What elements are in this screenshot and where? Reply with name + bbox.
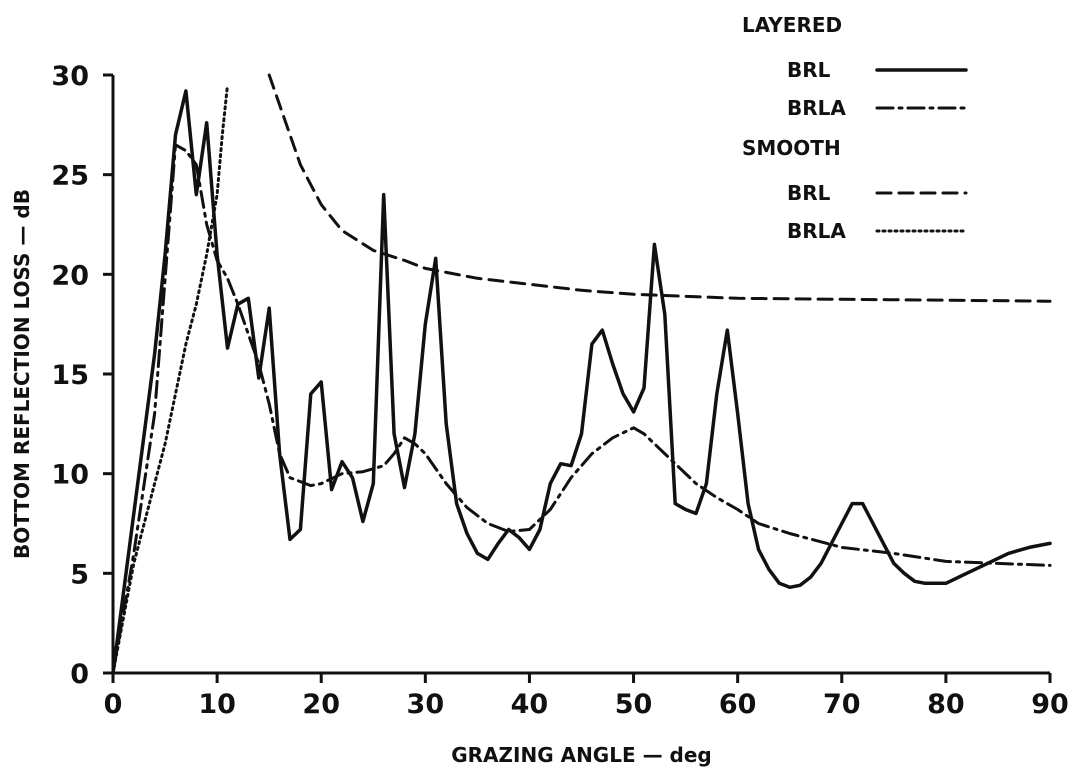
y-tick-label: 30 <box>51 61 89 92</box>
legend-entry-label: BRL <box>787 181 831 205</box>
y-tick-label: 0 <box>70 659 89 690</box>
x-tick-label: 30 <box>407 689 445 720</box>
y-tick-label: 20 <box>51 260 89 291</box>
y-tick-label: 15 <box>51 360 89 391</box>
x-tick-label: 20 <box>302 689 340 720</box>
x-tick-label: 10 <box>198 689 236 720</box>
x-axis-title: GRAZING ANGLE — deg <box>451 743 712 767</box>
layered-brl-line <box>111 89 1052 675</box>
chart-legend: LAYERED BRL BRLA SMOOTH BRL BRLA <box>742 13 968 243</box>
legend-entry-label: BRLA <box>787 219 846 243</box>
x-tick-label: 70 <box>823 689 861 720</box>
smooth-brla-line <box>111 83 229 675</box>
legend-entry-label: BRL <box>787 58 831 82</box>
y-axis-title: BOTTOM REFLECTION LOSS — dB <box>10 189 34 559</box>
x-tick-label: 0 <box>104 689 123 720</box>
series-layer <box>111 73 1052 675</box>
axis-ticks: 0 10 20 30 40 50 60 70 80 90 0 5 10 15 20 25 30 <box>51 61 1068 720</box>
x-tick-label: 80 <box>927 689 965 720</box>
plot-axes <box>111 75 1050 675</box>
legend-entry-label: BRLA <box>787 96 846 120</box>
x-tick-label: 60 <box>719 689 757 720</box>
layered-brla-line <box>111 143 1052 675</box>
x-tick-label: 40 <box>511 689 549 720</box>
legend-group-title: SMOOTH <box>742 136 841 160</box>
legend-group-title: LAYERED <box>742 13 842 37</box>
x-tick-label: 50 <box>615 689 653 720</box>
y-tick-label: 25 <box>51 161 89 192</box>
x-tick-label: 90 <box>1031 689 1069 720</box>
y-tick-label: 5 <box>70 559 89 590</box>
smooth-brl-line <box>267 73 1052 303</box>
y-tick-label: 10 <box>51 460 89 491</box>
